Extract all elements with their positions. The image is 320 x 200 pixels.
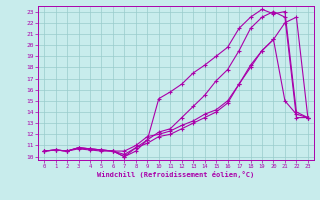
X-axis label: Windchill (Refroidissement éolien,°C): Windchill (Refroidissement éolien,°C) xyxy=(97,171,255,178)
